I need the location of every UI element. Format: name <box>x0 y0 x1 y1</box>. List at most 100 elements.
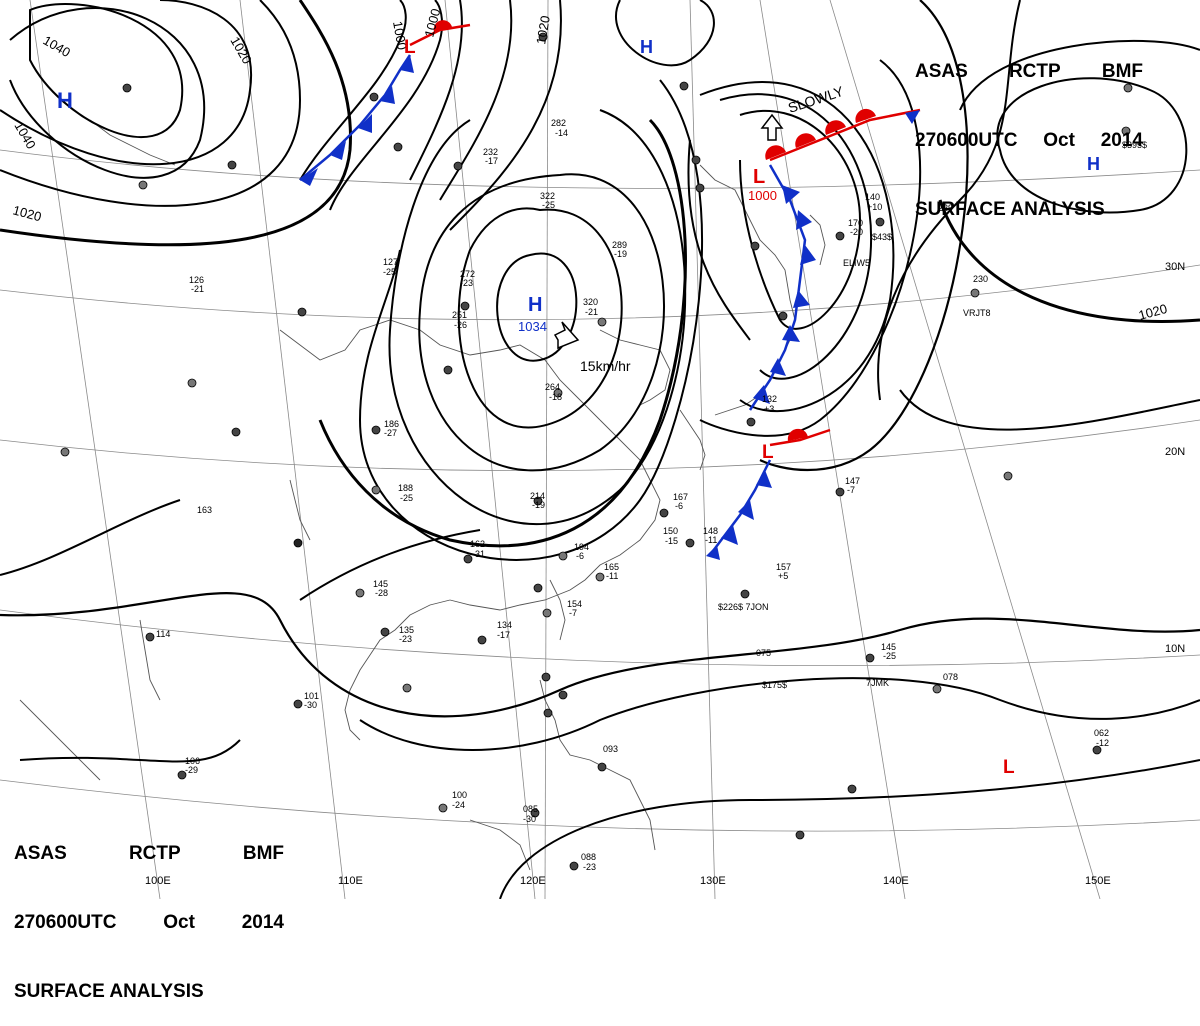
station-label: -23 <box>583 862 596 872</box>
low-center-marker: L <box>404 37 416 58</box>
station-label: $226$ 7JON <box>718 602 769 612</box>
station-label: 163 <box>197 505 212 515</box>
station-label: 320 <box>583 297 598 307</box>
station-label: 186 <box>384 419 399 429</box>
station-label: 132 <box>762 394 777 404</box>
station-label: 093 <box>603 744 618 754</box>
station-data-labels: 322 -25 289 -19 320 -21 272 -23 251 -26 … <box>156 118 1147 872</box>
station-label: -25 <box>400 493 413 503</box>
station-label: $43$ <box>872 232 892 242</box>
station-label: 114 <box>156 629 170 639</box>
station-label: 078 <box>943 672 958 682</box>
station-label: 157 <box>776 562 791 572</box>
station-label: 154 <box>567 599 582 609</box>
isobar-label: 1000 <box>390 20 410 51</box>
station-label: 148 <box>703 526 718 536</box>
station-label: -15 <box>665 536 678 546</box>
station-label: -7 <box>847 485 855 495</box>
station-label: $175$ <box>762 680 787 690</box>
longitude-label: 150E <box>1085 875 1111 887</box>
station-label: 230 <box>973 274 988 284</box>
station-label: 251 <box>452 310 467 320</box>
station-label: 127 <box>383 257 398 267</box>
station-label: $395$ <box>1122 140 1147 150</box>
station-label: 150 <box>663 526 678 536</box>
station-label: -19 <box>532 500 545 510</box>
warm-front-south <box>769 428 831 447</box>
station-label: -20 <box>850 227 863 237</box>
station-label: -6 <box>675 501 683 511</box>
station-label: -29 <box>185 765 198 775</box>
station-label: -27 <box>384 428 397 438</box>
station-label: 162 <box>470 539 485 549</box>
longitude-label: 120E <box>520 875 546 887</box>
latitude-label: 20N <box>1165 446 1185 458</box>
station-label: 135 <box>399 625 414 635</box>
warm-front-northwest <box>409 20 471 47</box>
station-label: VRJT8 <box>963 308 991 318</box>
station-label: +10 <box>867 202 882 212</box>
graticule <box>0 0 1200 899</box>
station-label: 145 <box>373 579 388 589</box>
station-label: ELIW5 <box>843 258 870 268</box>
station-label: -25 <box>542 200 555 210</box>
station-label: 134 <box>497 620 512 630</box>
longitude-label: 130E <box>700 875 726 887</box>
station-label: -11 <box>606 571 618 581</box>
low-center-marker: L <box>753 166 765 188</box>
station-label: 106 <box>185 756 200 766</box>
station-label: -11 <box>705 535 717 545</box>
station-label: -21 <box>191 284 204 294</box>
station-label: -25 <box>383 267 396 277</box>
isobar-label: 1020 <box>11 202 43 224</box>
header-title: SURFACE ANALYSIS <box>14 981 204 1002</box>
longitude-label: 140E <box>883 875 909 887</box>
station-label: -14 <box>555 128 568 138</box>
pressure-centers: H H H H 1034 L L 1000 L L <box>57 37 1100 778</box>
station-label: 232 <box>483 147 498 157</box>
station-label: 272 <box>460 269 475 279</box>
station-label: -28 <box>375 588 388 598</box>
isobars <box>0 0 1200 899</box>
station-label: 7JMK <box>866 678 889 688</box>
header-year: 2014 <box>1100 130 1143 151</box>
cold-front-northwest <box>299 54 414 186</box>
longitude-label: 110E <box>338 875 363 887</box>
high-center-marker: H <box>57 88 73 113</box>
station-label: 145 <box>881 642 896 652</box>
station-label: +3 <box>764 404 774 414</box>
weather-map: 322 -25 289 -19 320 -21 272 -23 251 -26 … <box>0 0 1200 899</box>
high-center-pressure: 1034 <box>518 319 547 334</box>
cold-front-south <box>706 459 772 560</box>
station-label: 289 <box>612 240 627 250</box>
station-label: 282 <box>551 118 566 128</box>
header-month: Oct <box>163 912 195 933</box>
station-label: 100 <box>452 790 467 800</box>
station-label: 140 <box>865 192 880 202</box>
station-label: 126 <box>189 275 204 285</box>
header-code: BMF <box>242 843 284 864</box>
station-label: -21 <box>585 307 598 317</box>
header-station: RCTP <box>1008 61 1061 82</box>
station-label: 188 <box>398 483 413 493</box>
isobar-label: 1000 <box>421 7 443 39</box>
station-label: -30 <box>304 700 317 710</box>
station-label: 088 <box>581 852 596 862</box>
station-label: -23 <box>460 278 473 288</box>
station-label: -23 <box>399 634 412 644</box>
latitude-label: 30N <box>1165 261 1185 273</box>
header-source: ASAS <box>14 843 67 864</box>
map-header-top-right: ASAS RCTP BMF 270600UTC Oct 2014 SURFACE… <box>915 14 1143 244</box>
station-label: +5 <box>778 571 788 581</box>
isobar-label: 1020 <box>1137 301 1169 323</box>
station-label: -18 <box>549 392 562 402</box>
header-month: Oct <box>1043 130 1075 151</box>
station-label: 075 <box>756 648 771 658</box>
low-center-pressure: 1000 <box>748 188 777 203</box>
station-symbols <box>60 32 1133 871</box>
station-label: 229 <box>938 203 953 213</box>
cold-front-east <box>748 164 816 411</box>
station-label: -30 <box>523 814 536 824</box>
header-station: RCTP <box>128 843 181 864</box>
station-label: 167 <box>673 492 688 502</box>
